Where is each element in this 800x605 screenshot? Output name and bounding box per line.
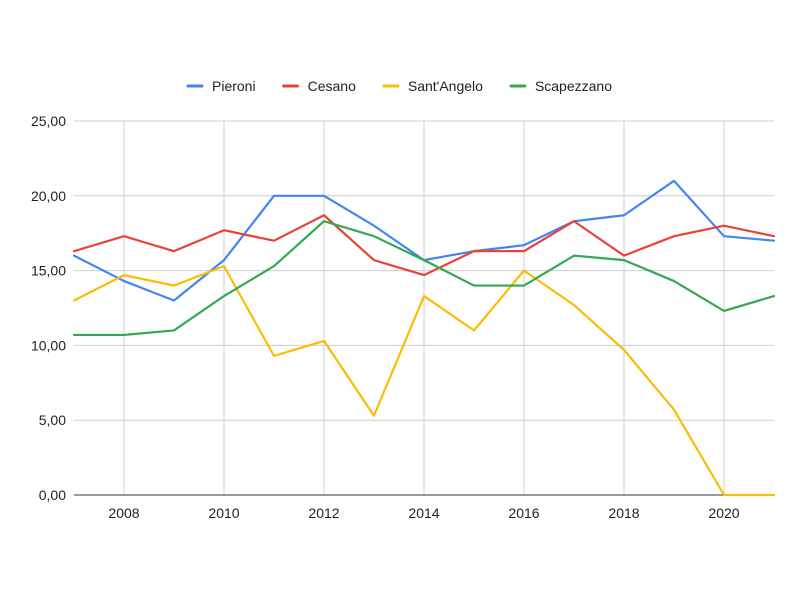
- y-tick-label: 15,00: [31, 263, 66, 279]
- legend-item[interactable]: Scapezzano: [509, 78, 612, 94]
- x-tick-label: 2016: [508, 505, 539, 521]
- y-tick-label: 10,00: [31, 337, 66, 353]
- y-tick-label: 5,00: [39, 412, 66, 428]
- axes: 0,00 5,00 10,00 15,00 20,00 25,00 2008 2010 2012…: [31, 113, 774, 521]
- series-lines: [72, 179, 776, 497]
- x-tick-label: 2018: [608, 505, 639, 521]
- x-tick-label: 2020: [708, 505, 739, 521]
- x-tick-label: 2012: [308, 505, 339, 521]
- x-tick-label: 2010: [208, 505, 239, 521]
- legend-label: Cesano: [308, 78, 356, 94]
- series-line-scapezzano: [72, 220, 776, 337]
- legend: Pieroni Cesano Sant'Angelo Scapezzano: [186, 78, 612, 94]
- legend-label: Sant'Angelo: [408, 78, 483, 94]
- y-tick-label: 0,00: [39, 487, 66, 503]
- series-line-sant-angelo: [72, 265, 776, 497]
- legend-item[interactable]: Sant'Angelo: [382, 78, 483, 94]
- legend-item[interactable]: Cesano: [282, 78, 356, 94]
- y-tick-label: 20,00: [31, 188, 66, 204]
- series-line-cesano: [72, 214, 776, 277]
- legend-item[interactable]: Pieroni: [186, 78, 256, 94]
- legend-label: Scapezzano: [535, 78, 612, 94]
- legend-label: Pieroni: [212, 78, 256, 94]
- grid: [74, 120, 774, 495]
- x-tick-label: 2008: [108, 505, 139, 521]
- y-tick-label: 25,00: [31, 113, 66, 129]
- x-tick-label: 2014: [408, 505, 439, 521]
